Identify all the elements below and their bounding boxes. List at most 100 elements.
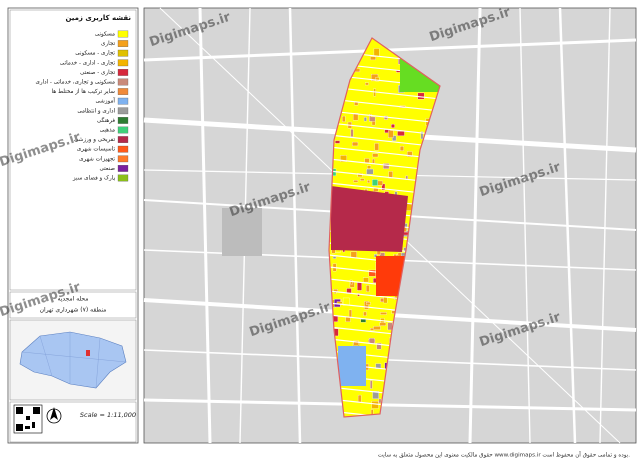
parcel xyxy=(378,398,382,404)
legend-swatch xyxy=(117,145,129,153)
parcel xyxy=(357,282,362,291)
legend-swatch xyxy=(117,49,129,57)
legend-label: تجاری - اداری - خدماتی xyxy=(60,60,116,66)
footer-text: حقوق مالکیت معنوی این محصول متعلق به سای… xyxy=(378,452,631,459)
parcel xyxy=(366,301,371,305)
parcel xyxy=(363,117,367,122)
building-block xyxy=(222,208,262,256)
parcel xyxy=(407,151,413,157)
legend-swatch xyxy=(117,69,129,76)
parcel xyxy=(368,269,376,277)
road xyxy=(599,7,611,444)
parcel xyxy=(342,115,346,122)
parcel xyxy=(353,180,359,183)
legend-swatch xyxy=(117,165,129,172)
legend-label: تجهیزات شهری xyxy=(79,156,115,162)
legend-label: تجاری xyxy=(101,41,115,47)
parcel xyxy=(391,124,395,128)
parcel xyxy=(340,155,347,162)
legend-label: تجاری - مسکونی xyxy=(75,50,115,57)
scale-label: Scale = 1:11,000 xyxy=(80,411,136,419)
education-block xyxy=(338,346,366,386)
parcel xyxy=(381,183,386,191)
parcel xyxy=(376,342,382,350)
parcel xyxy=(373,326,381,330)
parcel xyxy=(365,285,370,292)
legend-swatch xyxy=(117,117,129,124)
parcel xyxy=(420,131,424,140)
parcel xyxy=(375,77,380,82)
parcel xyxy=(392,135,397,141)
parcel xyxy=(371,401,379,409)
parcel xyxy=(360,178,365,181)
study-area-border xyxy=(328,37,441,418)
neighborhood-label: محله امجدیه xyxy=(58,296,89,303)
parcel xyxy=(372,391,379,399)
legend-label: آموزشی xyxy=(96,98,116,105)
parcel xyxy=(373,48,380,57)
road xyxy=(288,7,302,444)
parcel xyxy=(383,296,388,304)
legend-swatch xyxy=(117,88,129,95)
legend-label: مسکونی xyxy=(95,31,115,38)
legend-label: مذهبی xyxy=(100,128,115,134)
parcel xyxy=(353,340,359,346)
legend-swatch xyxy=(117,30,129,38)
road xyxy=(468,7,482,444)
parcel xyxy=(334,140,340,144)
sport-block xyxy=(331,186,408,252)
legend-title: نقشه کاربری زمین xyxy=(65,14,131,22)
parcel xyxy=(365,82,369,86)
legend-box xyxy=(9,9,137,291)
parcel xyxy=(357,394,362,403)
parcel xyxy=(380,312,387,315)
parcel xyxy=(369,116,376,122)
parcel xyxy=(367,180,370,183)
legend-label: تجاری - صنعتی xyxy=(80,70,115,76)
legend-label: صنعتی xyxy=(100,166,116,172)
road xyxy=(143,398,637,412)
district-label: منطقه (۷) شهرداری تهران xyxy=(40,307,107,314)
parcel xyxy=(388,130,394,138)
parcel xyxy=(377,180,383,186)
parcel xyxy=(366,168,374,175)
legend-label: مسکونی و تجاری، خدماتی - اداری xyxy=(35,79,115,86)
parcel xyxy=(345,316,351,322)
parcel xyxy=(397,131,405,136)
legend-label: تاسیسات شهری xyxy=(77,147,116,153)
legend-label: فرهنگی xyxy=(97,116,115,124)
parcel xyxy=(374,143,379,151)
parcel xyxy=(364,158,370,163)
legend-swatch xyxy=(117,78,129,86)
parcel xyxy=(351,141,359,147)
legend: مسکونی تجاری تجاری - مسکونی تجاری - اداری -… xyxy=(35,30,129,182)
parcel xyxy=(350,129,354,137)
location-box xyxy=(9,291,137,319)
road xyxy=(143,349,637,371)
inset-districts xyxy=(21,332,127,389)
qr-code xyxy=(13,404,43,434)
parcel xyxy=(374,254,378,258)
parcel xyxy=(372,179,378,186)
road xyxy=(198,7,212,444)
legend-swatch xyxy=(117,126,129,134)
legend-swatch xyxy=(117,97,129,105)
legend-label: اداری و انتظامی xyxy=(77,108,115,114)
legend-swatch xyxy=(117,107,129,115)
parcel xyxy=(372,158,375,164)
legend-swatch xyxy=(117,40,129,47)
parcel xyxy=(348,309,352,318)
parcel xyxy=(388,171,393,179)
parcel xyxy=(399,146,404,151)
parcel xyxy=(379,322,387,326)
parcel xyxy=(360,318,367,323)
legend-swatch xyxy=(117,59,129,67)
legend-label: پارک و فضای سبز xyxy=(72,176,116,182)
parcel xyxy=(363,277,369,283)
road xyxy=(519,7,531,444)
legend-swatch xyxy=(117,155,129,163)
parcel xyxy=(363,311,367,316)
parcel xyxy=(332,256,337,259)
parcel xyxy=(372,153,379,158)
